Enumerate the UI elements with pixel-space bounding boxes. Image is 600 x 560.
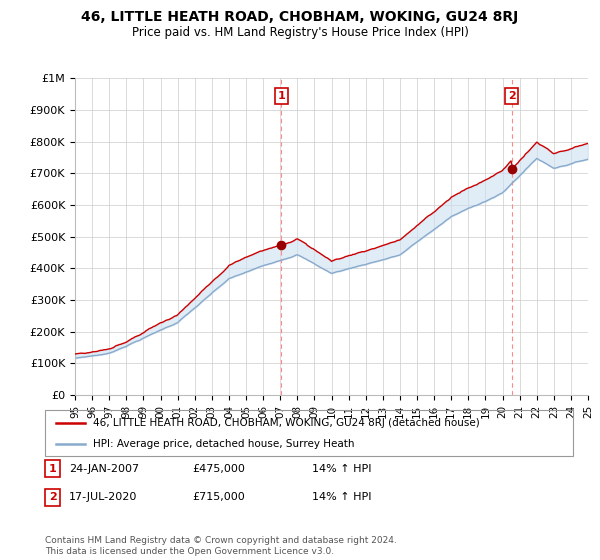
Text: Contains HM Land Registry data © Crown copyright and database right 2024.
This d: Contains HM Land Registry data © Crown c… bbox=[45, 536, 397, 556]
Text: 17-JUL-2020: 17-JUL-2020 bbox=[69, 492, 137, 502]
Text: 1: 1 bbox=[278, 91, 285, 101]
Text: 2: 2 bbox=[508, 91, 515, 101]
Text: 24-JAN-2007: 24-JAN-2007 bbox=[69, 464, 139, 474]
Text: £715,000: £715,000 bbox=[192, 492, 245, 502]
Text: 2: 2 bbox=[49, 492, 56, 502]
Text: HPI: Average price, detached house, Surrey Heath: HPI: Average price, detached house, Surr… bbox=[92, 440, 354, 450]
Text: 1: 1 bbox=[49, 464, 56, 474]
Text: £475,000: £475,000 bbox=[192, 464, 245, 474]
Text: 46, LITTLE HEATH ROAD, CHOBHAM, WOKING, GU24 8RJ (detached house): 46, LITTLE HEATH ROAD, CHOBHAM, WOKING, … bbox=[92, 418, 479, 428]
Text: 46, LITTLE HEATH ROAD, CHOBHAM, WOKING, GU24 8RJ: 46, LITTLE HEATH ROAD, CHOBHAM, WOKING, … bbox=[82, 10, 518, 24]
Text: 14% ↑ HPI: 14% ↑ HPI bbox=[312, 492, 371, 502]
Text: 14% ↑ HPI: 14% ↑ HPI bbox=[312, 464, 371, 474]
Text: Price paid vs. HM Land Registry's House Price Index (HPI): Price paid vs. HM Land Registry's House … bbox=[131, 26, 469, 39]
